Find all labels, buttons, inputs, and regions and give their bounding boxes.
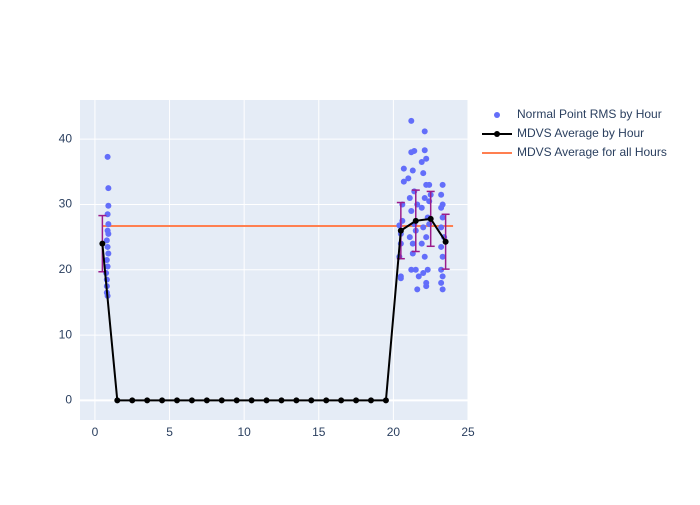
line-marker xyxy=(218,397,225,404)
scatter-point xyxy=(105,221,112,228)
scatter-point xyxy=(418,240,425,247)
line-marker xyxy=(338,397,345,404)
line-marker xyxy=(159,397,166,404)
line-marker xyxy=(263,397,270,404)
scatter-point xyxy=(423,234,430,241)
scatter-point xyxy=(438,279,445,286)
scatter-point xyxy=(421,147,428,154)
scatter-point xyxy=(104,153,111,160)
legend-label: MDVS Average for all Hours xyxy=(517,145,667,159)
scatter-point xyxy=(104,211,111,218)
legend-item: MDVS Average by Hour xyxy=(482,126,644,140)
line-marker xyxy=(382,397,389,404)
plot-area xyxy=(80,100,468,420)
line-marker xyxy=(308,397,315,404)
x-tick-label: 0 xyxy=(92,425,99,439)
scatter-point xyxy=(438,224,445,231)
scatter-point xyxy=(405,175,412,182)
scatter-point xyxy=(438,266,445,273)
line-marker xyxy=(99,240,106,247)
y-tick-label: 0 xyxy=(65,393,72,407)
scatter-point xyxy=(418,159,425,166)
line-marker xyxy=(427,215,434,222)
x-tick-label: 15 xyxy=(312,425,326,439)
legend-label: MDVS Average by Hour xyxy=(517,126,644,140)
scatter-point xyxy=(420,170,427,177)
line-marker xyxy=(353,397,360,404)
legend-symbol xyxy=(494,112,500,118)
scatter-point xyxy=(420,224,427,231)
scatter-point xyxy=(104,243,111,250)
legend-item: Normal Point RMS by Hour xyxy=(494,107,662,121)
y-tick-label: 10 xyxy=(59,327,73,341)
line-marker xyxy=(397,227,404,234)
scatter-point xyxy=(421,128,428,135)
scatter-point xyxy=(439,286,446,293)
legend-item: MDVS Average for all Hours xyxy=(482,145,667,159)
scatter-point xyxy=(438,243,445,250)
scatter-point xyxy=(105,230,112,237)
legend-label: Normal Point RMS by Hour xyxy=(517,107,662,121)
scatter-point xyxy=(421,253,428,260)
scatter-point xyxy=(411,147,418,154)
line-marker xyxy=(144,397,151,404)
line-marker xyxy=(233,397,240,404)
scatter-point xyxy=(438,204,445,211)
scatter-point xyxy=(418,204,425,211)
scatter-point xyxy=(406,194,413,201)
scatter-point xyxy=(423,155,430,162)
scatter-point xyxy=(424,266,431,273)
line-marker xyxy=(442,238,449,245)
scatter-point xyxy=(415,273,422,280)
scatter-point xyxy=(103,257,110,263)
legend-symbol xyxy=(494,131,500,137)
scatter-point xyxy=(400,178,407,185)
scatter-point xyxy=(439,181,446,188)
line-marker xyxy=(188,397,195,404)
line-marker xyxy=(129,397,136,404)
scatter-point xyxy=(439,214,446,221)
line-marker xyxy=(174,397,180,404)
scatter-point xyxy=(104,263,111,270)
scatter-point xyxy=(408,208,415,215)
x-tick-label: 10 xyxy=(237,425,251,439)
scatter-point xyxy=(439,273,446,280)
scatter-point xyxy=(103,237,110,244)
line-marker xyxy=(248,397,255,404)
y-tick-label: 20 xyxy=(59,262,73,276)
scatter-point xyxy=(412,266,419,273)
line-marker xyxy=(293,397,300,404)
scatter-point xyxy=(409,240,416,247)
scatter-point xyxy=(105,250,112,257)
line-marker xyxy=(412,217,419,224)
scatter-point xyxy=(420,270,427,277)
x-tick-label: 5 xyxy=(166,425,173,439)
line-marker xyxy=(368,397,374,404)
line-marker xyxy=(114,397,121,404)
scatter-point xyxy=(406,234,413,241)
scatter-point xyxy=(105,185,112,192)
scatter-point xyxy=(400,165,407,172)
x-tick-label: 25 xyxy=(461,425,475,439)
scatter-point xyxy=(408,117,415,124)
scatter-point xyxy=(423,283,430,290)
scatter-point xyxy=(409,167,416,174)
scatter-point xyxy=(426,181,433,188)
scatter-point xyxy=(421,194,428,201)
line-marker xyxy=(323,397,330,404)
line-marker xyxy=(203,397,210,404)
y-tick-label: 40 xyxy=(59,131,73,145)
y-tick-label: 30 xyxy=(59,197,73,211)
scatter-point xyxy=(105,202,112,209)
scatter-point xyxy=(438,191,445,198)
x-tick-label: 20 xyxy=(387,425,401,439)
scatter-point xyxy=(408,266,415,273)
scatter-point xyxy=(397,275,404,282)
scatter-point xyxy=(414,286,421,293)
line-marker xyxy=(278,397,285,404)
scatter-point xyxy=(439,253,446,260)
